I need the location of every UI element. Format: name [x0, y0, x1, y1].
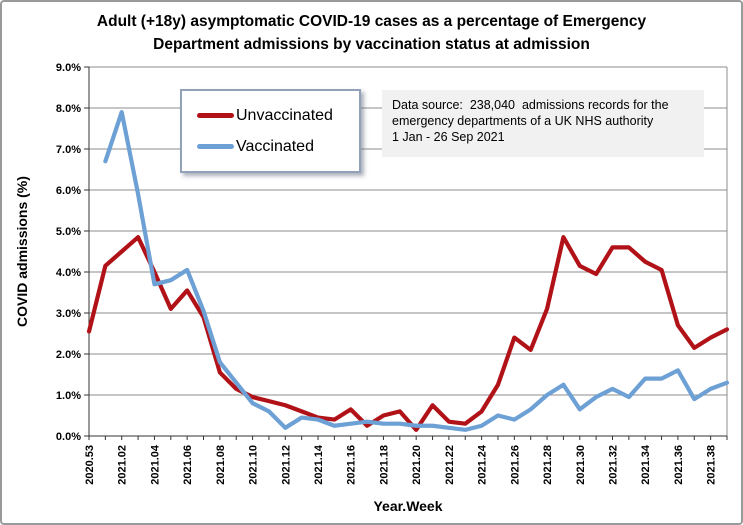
y-tick-label: 5.0%: [56, 226, 81, 238]
y-tick-label: 6.0%: [56, 185, 81, 197]
legend-label-vaccinated: Vaccinated: [236, 137, 314, 155]
vaccinated-line: [103, 109, 730, 432]
x-tick-label: 2021.36: [673, 445, 685, 485]
y-tick-label: 4.0%: [56, 267, 81, 279]
x-tick-label: 2021.02: [117, 445, 129, 485]
y-tick-label: 7.0%: [56, 144, 81, 156]
x-axis-title: Year.Week: [373, 498, 443, 514]
y-tick-label: 9.0%: [56, 62, 81, 74]
data-source-line2: emergency departments of a UK NHS author…: [392, 114, 654, 128]
data-source-line3: 1 Jan - 26 Sep 2021: [392, 130, 505, 144]
x-tick-label: 2021.26: [509, 445, 521, 485]
legend-item-vaccinated: Vaccinated: [197, 138, 355, 156]
chart-title-line2: Department admissions by vaccination sta…: [153, 36, 590, 53]
x-tick-label: 2021.32: [607, 445, 619, 485]
unvaccinated-line: [86, 235, 730, 432]
x-tick-label: 2021.28: [542, 445, 554, 485]
unvaccinated-line-swatch: [197, 113, 234, 118]
x-tick-label: 2021.22: [444, 445, 456, 485]
legend-item-unvaccinated: Unvaccinated: [197, 107, 355, 125]
x-tick-label: 2021.30: [575, 445, 587, 485]
x-tick-label: 2021.12: [280, 445, 292, 485]
x-tick-label: 2021.16: [346, 445, 358, 485]
chart-title: Adult (+18y) asymptomatic COVID-19 cases…: [2, 10, 741, 56]
x-tick-label: 2021.08: [215, 445, 227, 485]
y-tick-label: 1.0%: [56, 390, 81, 402]
x-tick-label: 2021.06: [182, 445, 194, 485]
vaccinated-line-swatch: [197, 144, 234, 149]
x-tick-label: 2021.10: [248, 445, 260, 485]
data-source-note: Data source: 238,040 admissions records …: [382, 90, 704, 157]
x-tick-label: 2021.18: [378, 445, 390, 485]
data-source-line1: Data source: 238,040 admissions records …: [392, 98, 669, 112]
x-tick-label: 2021.04: [149, 444, 161, 485]
y-tick-label: 2.0%: [56, 349, 81, 361]
legend: Unvaccinated Vaccinated: [180, 89, 361, 173]
x-tick-label: 2021.38: [706, 445, 718, 485]
x-tick-label: 2021.14: [313, 444, 325, 485]
x-tick-label: 2021.34: [640, 444, 652, 485]
y-tick-label: 3.0%: [56, 308, 81, 320]
x-tick-label: 2020.53: [84, 445, 96, 485]
y-tick-label: 8.0%: [56, 103, 81, 115]
x-tick-label: 2021.20: [411, 445, 423, 485]
y-tick-label: 0.0%: [56, 431, 81, 443]
chart-title-line1: Adult (+18y) asymptomatic COVID-19 cases…: [96, 13, 647, 30]
legend-label-unvaccinated: Unvaccinated: [236, 106, 333, 124]
x-tick-label: 2021.24: [477, 444, 489, 485]
